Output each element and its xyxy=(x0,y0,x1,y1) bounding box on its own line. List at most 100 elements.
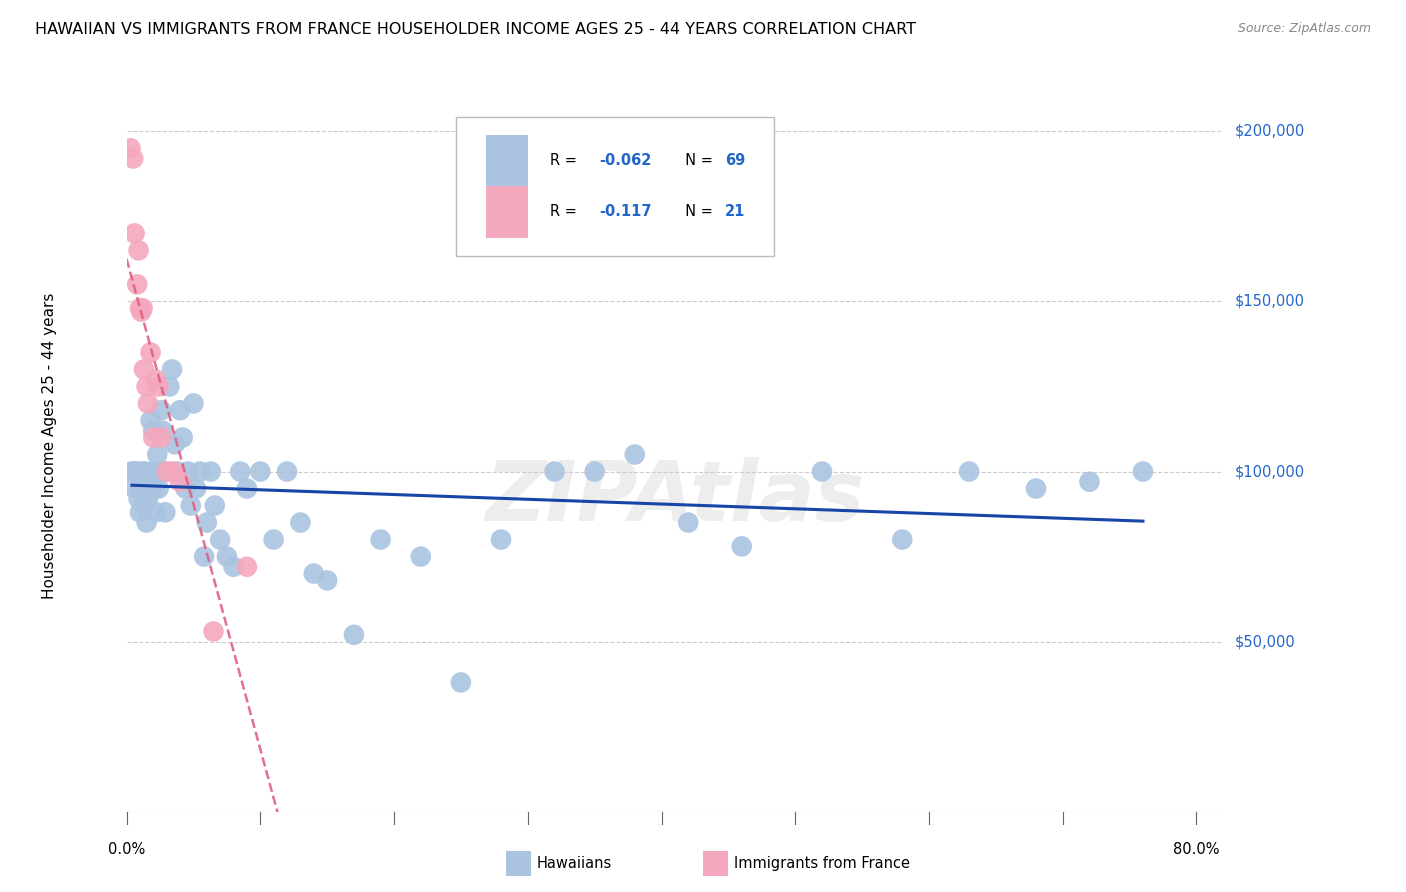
Point xyxy=(1078,475,1101,489)
Point xyxy=(143,482,166,496)
Text: R =: R = xyxy=(550,153,581,169)
Point xyxy=(129,505,152,519)
Point xyxy=(811,465,834,479)
Point xyxy=(370,533,392,547)
Point xyxy=(149,465,172,479)
Point xyxy=(129,301,152,316)
Point xyxy=(129,304,152,318)
Text: Immigrants from France: Immigrants from France xyxy=(734,856,910,871)
Text: $150,000: $150,000 xyxy=(1234,293,1305,309)
Point xyxy=(145,373,167,387)
Point xyxy=(623,448,645,462)
Point xyxy=(150,430,173,444)
Text: 69: 69 xyxy=(725,153,745,169)
Point xyxy=(188,465,211,479)
Point xyxy=(236,482,259,496)
Point xyxy=(236,559,259,574)
Text: HAWAIIAN VS IMMIGRANTS FROM FRANCE HOUSEHOLDER INCOME AGES 25 - 44 YEARS CORRELA: HAWAIIAN VS IMMIGRANTS FROM FRANCE HOUSE… xyxy=(35,22,917,37)
Point xyxy=(152,424,174,438)
Point xyxy=(450,675,472,690)
Point xyxy=(146,448,169,462)
Point xyxy=(124,482,146,496)
Point xyxy=(678,516,700,530)
Point xyxy=(156,465,179,479)
Text: Householder Income Ages 25 - 44 years: Householder Income Ages 25 - 44 years xyxy=(42,293,58,599)
Point xyxy=(120,141,142,155)
Point xyxy=(302,566,325,581)
Point xyxy=(1132,465,1154,479)
Point xyxy=(180,499,202,513)
FancyBboxPatch shape xyxy=(486,186,527,237)
Text: N =: N = xyxy=(676,153,717,169)
Point xyxy=(127,277,149,292)
Point xyxy=(134,465,156,479)
Point xyxy=(489,533,512,547)
Point xyxy=(132,362,155,376)
Point xyxy=(135,516,157,530)
Point xyxy=(1025,482,1047,496)
Point xyxy=(183,396,205,410)
Point xyxy=(193,549,215,564)
Point xyxy=(131,465,153,479)
Text: ZIPAtlas: ZIPAtlas xyxy=(485,457,865,538)
Point xyxy=(215,549,238,564)
Point xyxy=(135,379,157,393)
Text: -0.062: -0.062 xyxy=(599,153,651,169)
Point xyxy=(343,628,366,642)
Point xyxy=(222,559,245,574)
Point xyxy=(184,482,207,496)
Point xyxy=(229,465,252,479)
Point xyxy=(957,465,980,479)
Point xyxy=(200,465,222,479)
FancyBboxPatch shape xyxy=(456,117,773,256)
Text: 0.0%: 0.0% xyxy=(108,842,145,857)
Point xyxy=(136,491,159,506)
Point xyxy=(163,437,186,451)
Point xyxy=(166,465,188,479)
Point xyxy=(249,465,271,479)
Point xyxy=(162,465,184,479)
Point xyxy=(174,482,197,496)
Point xyxy=(891,533,914,547)
Point xyxy=(127,465,149,479)
Point xyxy=(131,301,153,316)
Text: R =: R = xyxy=(550,204,586,219)
Point xyxy=(128,244,150,258)
Point xyxy=(160,362,183,376)
Point xyxy=(177,465,200,479)
Point xyxy=(125,465,148,479)
Text: N =: N = xyxy=(676,204,717,219)
Point xyxy=(409,549,432,564)
Point xyxy=(156,465,179,479)
Text: $50,000: $50,000 xyxy=(1234,634,1295,649)
Point xyxy=(121,465,143,479)
Point xyxy=(124,227,146,241)
Point xyxy=(543,465,565,479)
Text: Source: ZipAtlas.com: Source: ZipAtlas.com xyxy=(1237,22,1371,36)
Point xyxy=(142,424,165,438)
Point xyxy=(172,430,194,444)
Text: -0.117: -0.117 xyxy=(599,204,652,219)
Text: 21: 21 xyxy=(725,204,745,219)
Point xyxy=(141,465,163,479)
Point xyxy=(129,482,152,496)
Point xyxy=(132,499,155,513)
Point xyxy=(202,624,225,639)
Point xyxy=(148,482,170,496)
Point xyxy=(263,533,285,547)
Text: $100,000: $100,000 xyxy=(1234,464,1305,479)
Point xyxy=(290,516,312,530)
Point xyxy=(169,403,191,417)
Text: 80.0%: 80.0% xyxy=(1173,842,1220,857)
Text: Hawaiians: Hawaiians xyxy=(537,856,613,871)
Point xyxy=(583,465,606,479)
Point xyxy=(136,396,159,410)
Point xyxy=(128,491,150,506)
Point xyxy=(153,465,176,479)
Point xyxy=(209,533,232,547)
Text: $200,000: $200,000 xyxy=(1234,124,1305,139)
Point xyxy=(169,475,191,489)
Point xyxy=(122,465,145,479)
Point xyxy=(145,505,167,519)
Point xyxy=(157,379,180,393)
